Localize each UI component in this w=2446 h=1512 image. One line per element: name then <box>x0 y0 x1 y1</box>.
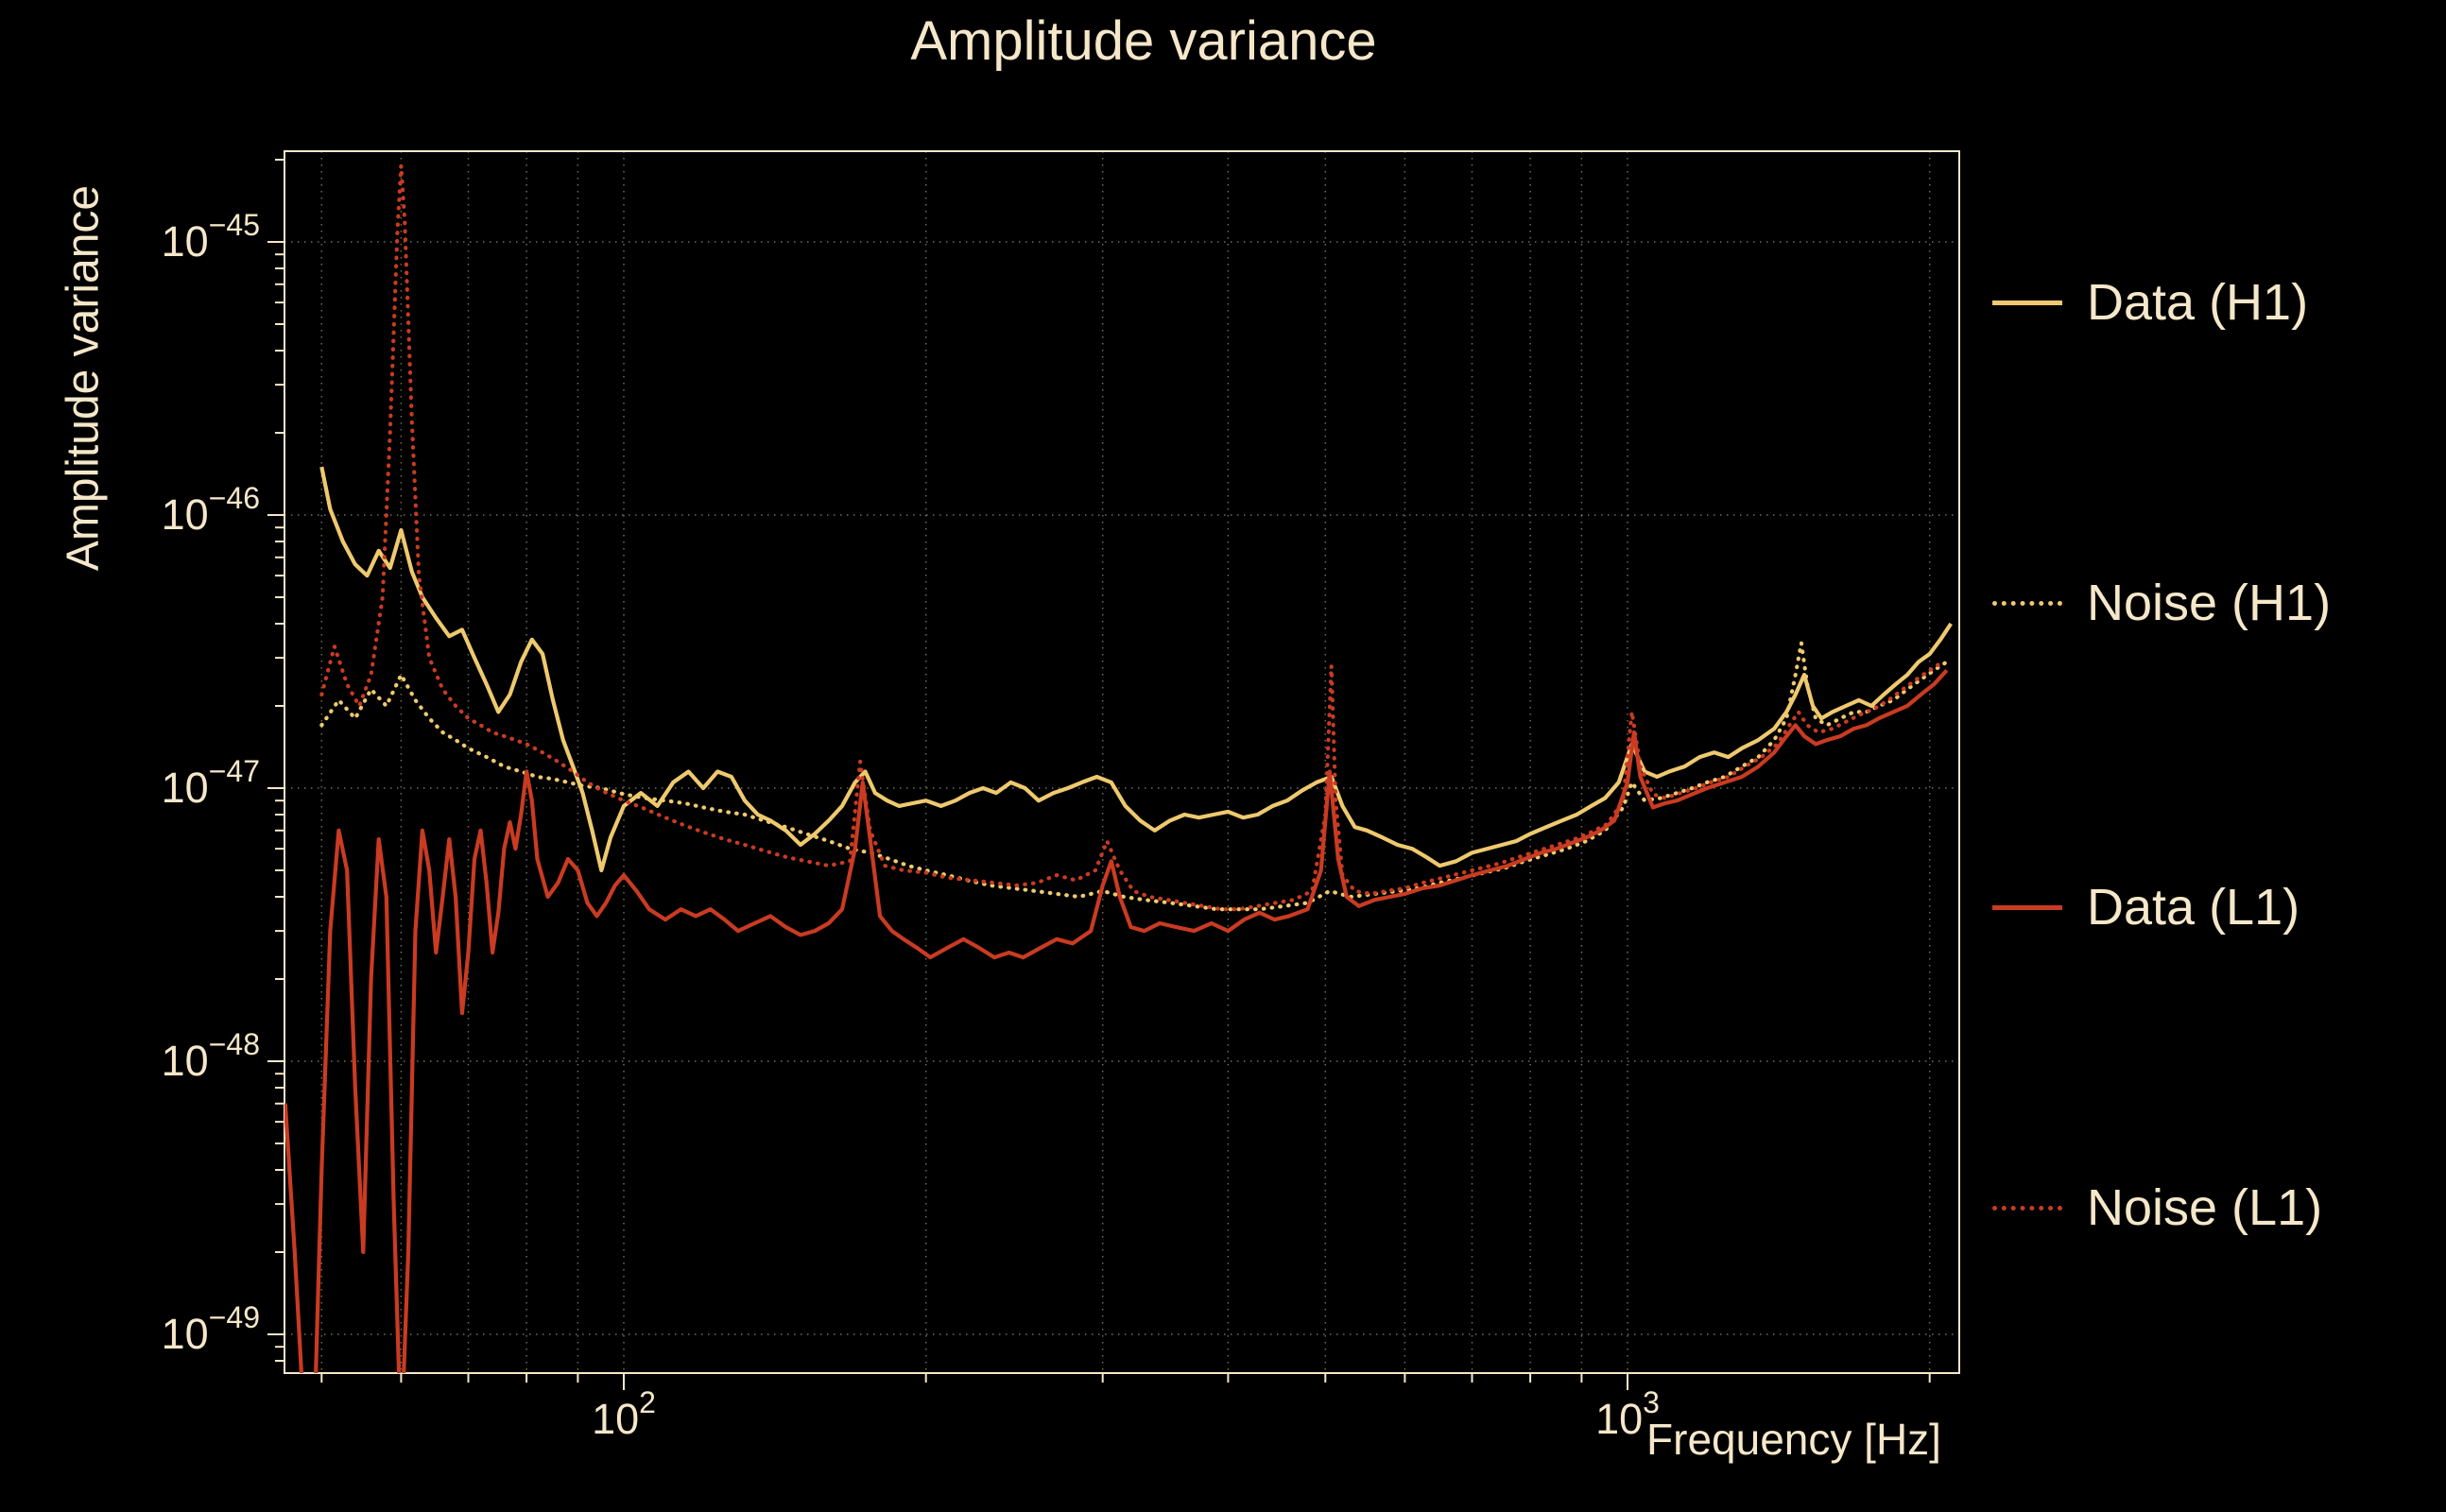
legend-entry-noise-l1: Noise (L1) <box>1992 1177 2322 1238</box>
grid-lines <box>284 151 1959 1373</box>
legend-label-data-h1: Data (H1) <box>2087 274 2309 331</box>
tick-labels: 102 103 10−45 10−46 10−47 10−48 10−49 <box>162 208 1660 1443</box>
y-axis-label: Amplitude variance <box>58 184 109 572</box>
y-tick-label: 10−48 <box>162 1027 260 1085</box>
legend-label-data-l1: Data (L1) <box>2087 879 2300 936</box>
series-line-noise-l1 <box>319 163 1945 912</box>
legend-line-sample-noise-h1 <box>1992 600 2062 606</box>
series-line-data-l1 <box>284 668 1949 1373</box>
series-line-data-h1 <box>319 466 1953 873</box>
y-tick-label: 10−49 <box>162 1300 260 1358</box>
legend-label-noise-h1: Noise (H1) <box>2087 575 2332 631</box>
series-line-noise-h1 <box>319 641 1949 912</box>
legend-entry-data-l1: Data (L1) <box>1992 877 2300 937</box>
axis-ticks <box>267 159 1931 1390</box>
legend-line-sample-noise-l1 <box>1992 1205 2062 1211</box>
y-tick-label: 10−45 <box>162 208 260 266</box>
x-tick-label: 102 <box>592 1385 656 1443</box>
x-tick-label: 103 <box>1595 1385 1660 1443</box>
y-tick-label: 10−47 <box>162 754 260 812</box>
legend-line-sample-data-l1 <box>1992 904 2062 910</box>
x-axis-label: Frequency [Hz] <box>1646 1415 1941 1464</box>
axes-frame <box>284 150 1960 1374</box>
legend-entry-data-h1: Data (H1) <box>1992 272 2308 333</box>
y-tick-label: 10−46 <box>162 481 260 539</box>
chart-title: Amplitude variance <box>910 10 1377 72</box>
legend: Data (H1) Noise (H1) Data (L1) Noise (L1… <box>1992 0 2444 1512</box>
legend-line-sample-data-h1 <box>1992 300 2062 305</box>
series-lines <box>284 163 1953 1373</box>
legend-entry-noise-h1: Noise (H1) <box>1992 573 2331 633</box>
legend-label-noise-l1: Noise (L1) <box>2087 1179 2323 1236</box>
